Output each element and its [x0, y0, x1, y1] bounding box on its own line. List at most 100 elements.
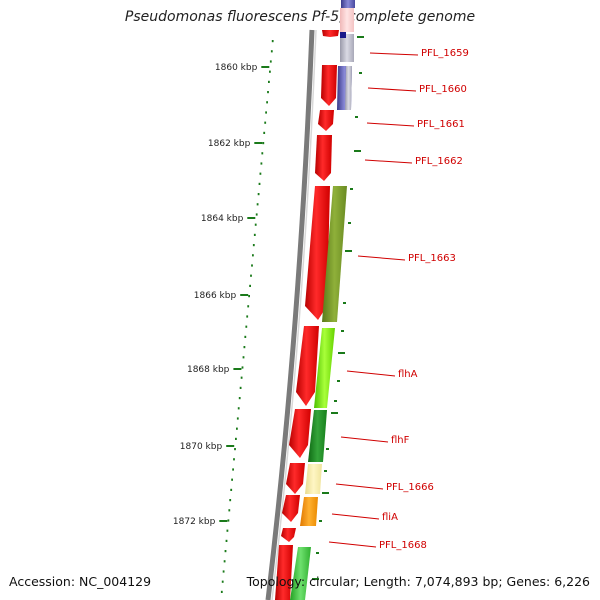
scale-tick — [254, 142, 263, 144]
scale-dot — [244, 335, 247, 338]
gene-label[interactable]: PFL_1660 — [419, 84, 467, 95]
gene-label-leader — [369, 52, 419, 56]
scale-dot — [230, 488, 233, 491]
scale-dot — [250, 274, 252, 277]
scale-dot — [266, 101, 268, 104]
cds-arrow — [282, 495, 300, 522]
gene-labels: PFL_1659 PFL_1660 PFL_1661 PFL_1662 PFL_1663… — [328, 48, 469, 551]
scale-dot — [245, 325, 248, 328]
marker-tick — [338, 352, 345, 354]
scale-dot — [269, 70, 271, 73]
scale-dot — [243, 346, 246, 349]
scale-tick — [247, 217, 256, 219]
topology-text: Topology: circular; Length: 7,074,893 bp… — [246, 574, 590, 589]
marker-tick — [357, 36, 364, 38]
marker-tick — [345, 250, 352, 252]
scale-dot — [262, 142, 265, 145]
gene-label-leader — [364, 159, 413, 164]
cog-bar — [314, 328, 335, 408]
marker-tick — [354, 150, 361, 152]
marker-ticks — [312, 36, 364, 580]
cog-bar — [345, 66, 352, 110]
scale-dot — [227, 519, 230, 522]
cds-arrow — [322, 30, 339, 37]
gene-label[interactable]: PFL_1666 — [386, 482, 434, 493]
scale-dot — [228, 509, 231, 512]
marker-tick — [319, 520, 322, 522]
gene-label[interactable]: PFL_1659 — [421, 48, 469, 59]
scale-dot — [260, 162, 263, 165]
genome-backbone — [265, 29, 315, 600]
scale-dot — [236, 417, 239, 420]
marker-tick — [326, 448, 329, 450]
scale-dot — [239, 386, 242, 389]
marker-tick — [337, 380, 340, 382]
cog-bar — [308, 410, 327, 462]
scale-tick-label: 1868 kbp — [187, 365, 230, 375]
scale-tick — [261, 66, 270, 68]
gene-label[interactable]: flhF — [391, 435, 410, 446]
gene-label-leader — [367, 87, 417, 92]
gene-label[interactable]: flhA — [398, 369, 418, 380]
scale-dot — [263, 131, 266, 134]
scale-tick — [219, 520, 228, 522]
scale-dot — [247, 305, 250, 308]
scale-dot — [231, 478, 233, 481]
gene-label[interactable]: PFL_1668 — [379, 540, 427, 551]
scale-dot — [237, 407, 240, 410]
scale-dot — [246, 315, 249, 318]
scale-dot — [235, 437, 237, 440]
scale-dot — [232, 468, 234, 471]
cds-arrow — [305, 186, 330, 320]
cog-bar — [290, 547, 311, 600]
scale-dot — [226, 529, 229, 532]
scale-dot — [269, 60, 272, 63]
marker-tick — [312, 578, 319, 580]
gene-label[interactable]: PFL_1661 — [417, 119, 465, 130]
scale-dot — [257, 193, 260, 196]
scale-dot — [248, 295, 250, 298]
scale-dot — [238, 397, 241, 400]
marker-tick — [348, 222, 351, 224]
scale-dot — [242, 356, 245, 359]
scale-dot — [253, 233, 256, 236]
scale-tick-label: 1866 kbp — [194, 291, 237, 301]
accession-text: Accession: NC_004129 — [9, 574, 152, 589]
marker-tick — [322, 492, 329, 494]
cds-arrow — [296, 326, 319, 406]
scale-dot — [271, 40, 274, 43]
scale-axis: 1860 kbp 1862 kbp 1864 kbp 1866 kbp 1868 kbp… — [173, 40, 274, 593]
gene-label[interactable]: fliA — [382, 512, 398, 523]
scale-dot — [234, 448, 236, 451]
scale-dot — [240, 376, 243, 379]
scale-dot — [225, 539, 228, 542]
scale-dot — [252, 244, 255, 247]
gene-label[interactable]: PFL_1662 — [415, 156, 463, 167]
gene-label-leader — [366, 122, 415, 127]
scale-dot — [254, 223, 257, 226]
cog-bar — [322, 186, 347, 322]
cog-bar — [340, 32, 346, 38]
cds-arrow — [281, 528, 296, 542]
scale-tick — [233, 368, 242, 370]
gene-label-leader — [335, 483, 384, 490]
gene-label-leader — [357, 255, 406, 261]
scale-dot — [255, 213, 258, 216]
marker-tick — [359, 72, 362, 74]
scale-dot — [267, 91, 269, 94]
scale-dot — [229, 499, 232, 502]
scale-dot — [268, 80, 270, 83]
scale-tick — [240, 294, 249, 296]
cog-bar — [340, 34, 354, 62]
cds-arrow — [275, 545, 293, 600]
gene-label[interactable]: PFL_1663 — [408, 253, 456, 264]
marker-tick — [316, 552, 319, 554]
scale-dot — [264, 121, 267, 124]
scale-dot — [258, 182, 261, 185]
scale-tick-label: 1862 kbp — [208, 139, 251, 149]
cog-track — [290, 0, 355, 600]
scale-dot — [261, 152, 264, 155]
scale-dot — [241, 366, 244, 369]
scale-dot — [270, 50, 273, 53]
scale-dot — [221, 580, 224, 583]
